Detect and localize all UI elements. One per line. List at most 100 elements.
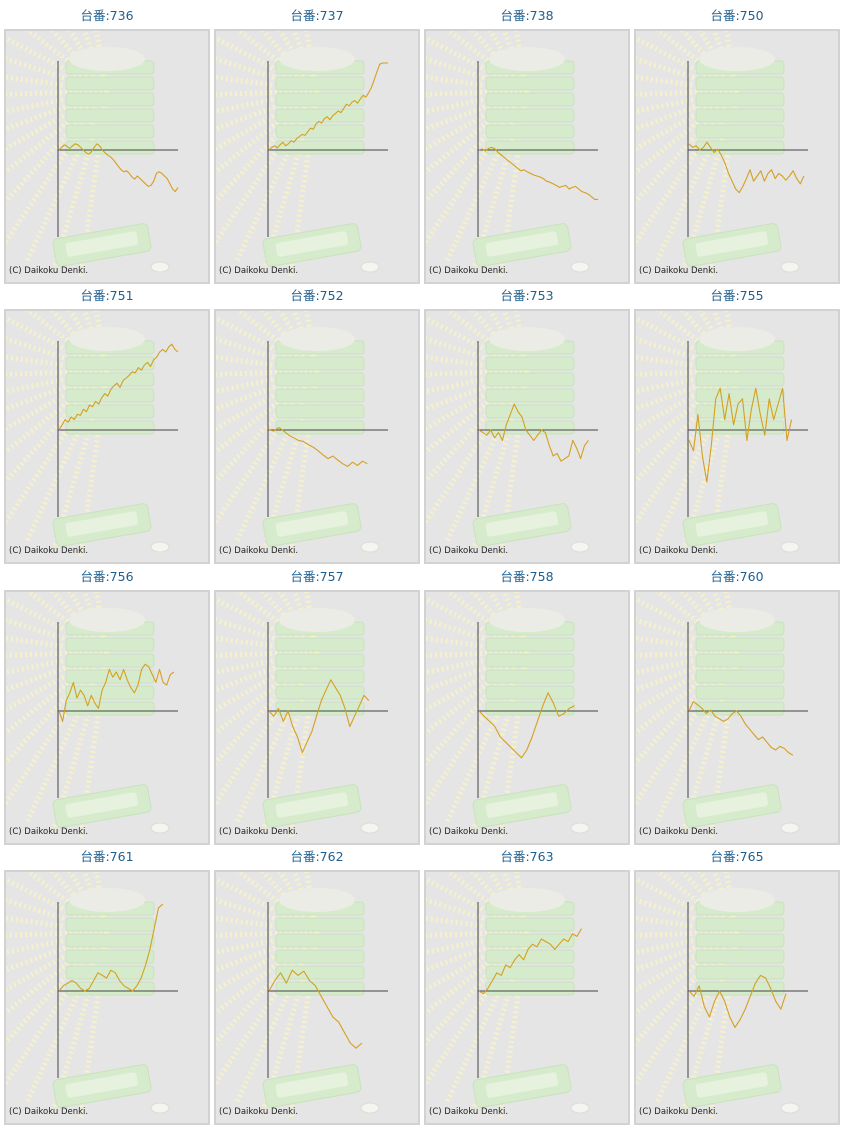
background-art bbox=[636, 31, 800, 280]
machine-number-title[interactable]: 台番:737 bbox=[290, 8, 344, 23]
background-art bbox=[6, 872, 170, 1121]
background-art bbox=[426, 311, 590, 560]
background-art bbox=[216, 872, 380, 1121]
copyright-text: (C) Daikoku Denki. bbox=[429, 546, 509, 556]
background-art bbox=[636, 592, 800, 841]
data-series-line bbox=[58, 903, 164, 992]
slump-graph bbox=[6, 31, 179, 280]
chart-frame: (C) Daikoku Denki. bbox=[4, 309, 210, 564]
machine-chart-card[interactable]: 台番:761 (C) Daikoku Denki. bbox=[4, 846, 210, 1125]
chart-frame: (C) Daikoku Denki. bbox=[214, 870, 420, 1125]
machine-chart-card[interactable]: 台番:763 (C) Daikoku Denki. bbox=[424, 846, 630, 1125]
slump-graph bbox=[426, 31, 598, 280]
machine-chart-card[interactable]: 台番:738 (C) Daikoku Denki. bbox=[424, 5, 630, 284]
machine-chart-card[interactable]: 台番:737 (C) Daikoku Denki. bbox=[214, 5, 420, 284]
slump-graph bbox=[426, 311, 598, 560]
slump-graph bbox=[636, 31, 808, 280]
machine-number-title[interactable]: 台番:757 bbox=[290, 569, 344, 584]
slump-graph bbox=[216, 592, 388, 841]
data-series-line bbox=[268, 62, 388, 151]
chart-frame: (C) Daikoku Denki. bbox=[634, 590, 840, 845]
slump-graph bbox=[636, 311, 808, 560]
background-art bbox=[216, 311, 380, 560]
data-series-line bbox=[478, 692, 575, 759]
machine-number-title[interactable]: 台番:763 bbox=[500, 849, 554, 864]
copyright-text: (C) Daikoku Denki. bbox=[429, 266, 509, 276]
machine-chart-card[interactable]: 台番:751 (C) Daikoku Denki. bbox=[4, 285, 210, 564]
data-series-line bbox=[58, 343, 179, 431]
machine-number-title[interactable]: 台番:736 bbox=[80, 8, 134, 23]
background-art bbox=[6, 592, 170, 841]
slump-graph bbox=[426, 592, 598, 841]
machine-chart-card[interactable]: 台番:752 (C) Daikoku Denki. bbox=[214, 285, 420, 564]
copyright-text: (C) Daikoku Denki. bbox=[429, 1107, 509, 1117]
machine-chart-card[interactable]: 台番:736 (C) Daikoku Denki. bbox=[4, 5, 210, 284]
copyright-text: (C) Daikoku Denki. bbox=[639, 1107, 719, 1117]
machine-number-title[interactable]: 台番:753 bbox=[500, 288, 554, 303]
copyright-text: (C) Daikoku Denki. bbox=[9, 827, 89, 837]
background-art bbox=[216, 592, 380, 841]
data-series-line bbox=[688, 974, 787, 1028]
data-series-line bbox=[688, 387, 793, 483]
machine-number-title[interactable]: 台番:761 bbox=[80, 849, 134, 864]
chart-frame: (C) Daikoku Denki. bbox=[4, 29, 210, 284]
machine-chart-card[interactable]: 台番:762 (C) Daikoku Denki. bbox=[214, 846, 420, 1125]
machine-chart-card[interactable]: 台番:757 (C) Daikoku Denki. bbox=[214, 566, 420, 845]
slump-graph bbox=[6, 592, 178, 841]
machine-number-title[interactable]: 台番:762 bbox=[290, 849, 344, 864]
machine-number-title[interactable]: 台番:751 bbox=[80, 288, 134, 303]
copyright-text: (C) Daikoku Denki. bbox=[639, 546, 719, 556]
copyright-text: (C) Daikoku Denki. bbox=[219, 827, 299, 837]
copyright-text: (C) Daikoku Denki. bbox=[9, 1107, 89, 1117]
data-series-line bbox=[58, 143, 179, 193]
chart-frame: (C) Daikoku Denki. bbox=[424, 870, 630, 1125]
slump-graph bbox=[216, 31, 388, 280]
background-art bbox=[216, 31, 380, 280]
data-series-line bbox=[478, 146, 598, 200]
data-series-line bbox=[478, 403, 589, 462]
chart-frame: (C) Daikoku Denki. bbox=[214, 29, 420, 284]
copyright-text: (C) Daikoku Denki. bbox=[9, 546, 89, 556]
chart-frame: (C) Daikoku Denki. bbox=[4, 870, 210, 1125]
chart-frame: (C) Daikoku Denki. bbox=[634, 309, 840, 564]
data-series-line bbox=[58, 663, 175, 722]
chart-frame: (C) Daikoku Denki. bbox=[634, 870, 840, 1125]
background-art bbox=[426, 872, 590, 1121]
slump-graph bbox=[216, 311, 388, 560]
copyright-text: (C) Daikoku Denki. bbox=[429, 827, 509, 837]
slump-graph bbox=[6, 872, 178, 1121]
machine-number-title[interactable]: 台番:756 bbox=[80, 569, 134, 584]
background-art bbox=[6, 311, 170, 560]
background-art bbox=[636, 872, 800, 1121]
slump-graph bbox=[426, 872, 598, 1121]
chart-frame: (C) Daikoku Denki. bbox=[4, 590, 210, 845]
chart-frame: (C) Daikoku Denki. bbox=[214, 309, 420, 564]
machine-chart-card[interactable]: 台番:758 (C) Daikoku Denki. bbox=[424, 566, 630, 845]
slump-graph bbox=[636, 872, 808, 1121]
machine-number-title[interactable]: 台番:738 bbox=[500, 8, 554, 23]
data-series-line bbox=[268, 426, 368, 467]
chart-frame: (C) Daikoku Denki. bbox=[424, 590, 630, 845]
chart-frame: (C) Daikoku Denki. bbox=[424, 309, 630, 564]
copyright-text: (C) Daikoku Denki. bbox=[9, 266, 89, 276]
data-series-line bbox=[478, 928, 582, 995]
machine-number-title[interactable]: 台番:755 bbox=[710, 288, 764, 303]
machine-chart-card[interactable]: 台番:755 (C) Daikoku Denki. bbox=[634, 285, 840, 564]
machine-number-title[interactable]: 台番:758 bbox=[500, 569, 554, 584]
machine-chart-card[interactable]: 台番:760 (C) Daikoku Denki. bbox=[634, 566, 840, 845]
machine-number-title[interactable]: 台番:752 bbox=[290, 288, 344, 303]
copyright-text: (C) Daikoku Denki. bbox=[219, 266, 299, 276]
machine-number-title[interactable]: 台番:760 bbox=[710, 569, 764, 584]
data-series-line bbox=[268, 969, 363, 1049]
machine-chart-card[interactable]: 台番:753 (C) Daikoku Denki. bbox=[424, 285, 630, 564]
background-art bbox=[426, 31, 590, 280]
machine-chart-card[interactable]: 台番:750 (C) Daikoku Denki. bbox=[634, 5, 840, 284]
machine-number-title[interactable]: 台番:750 bbox=[710, 8, 764, 23]
machine-chart-card[interactable]: 台番:765 (C) Daikoku Denki. bbox=[634, 846, 840, 1125]
machine-chart-card[interactable]: 台番:756 (C) Daikoku Denki. bbox=[4, 566, 210, 845]
data-series-line bbox=[268, 679, 370, 754]
background-art bbox=[636, 311, 800, 560]
machine-number-title[interactable]: 台番:765 bbox=[710, 849, 764, 864]
background-art bbox=[426, 592, 590, 841]
